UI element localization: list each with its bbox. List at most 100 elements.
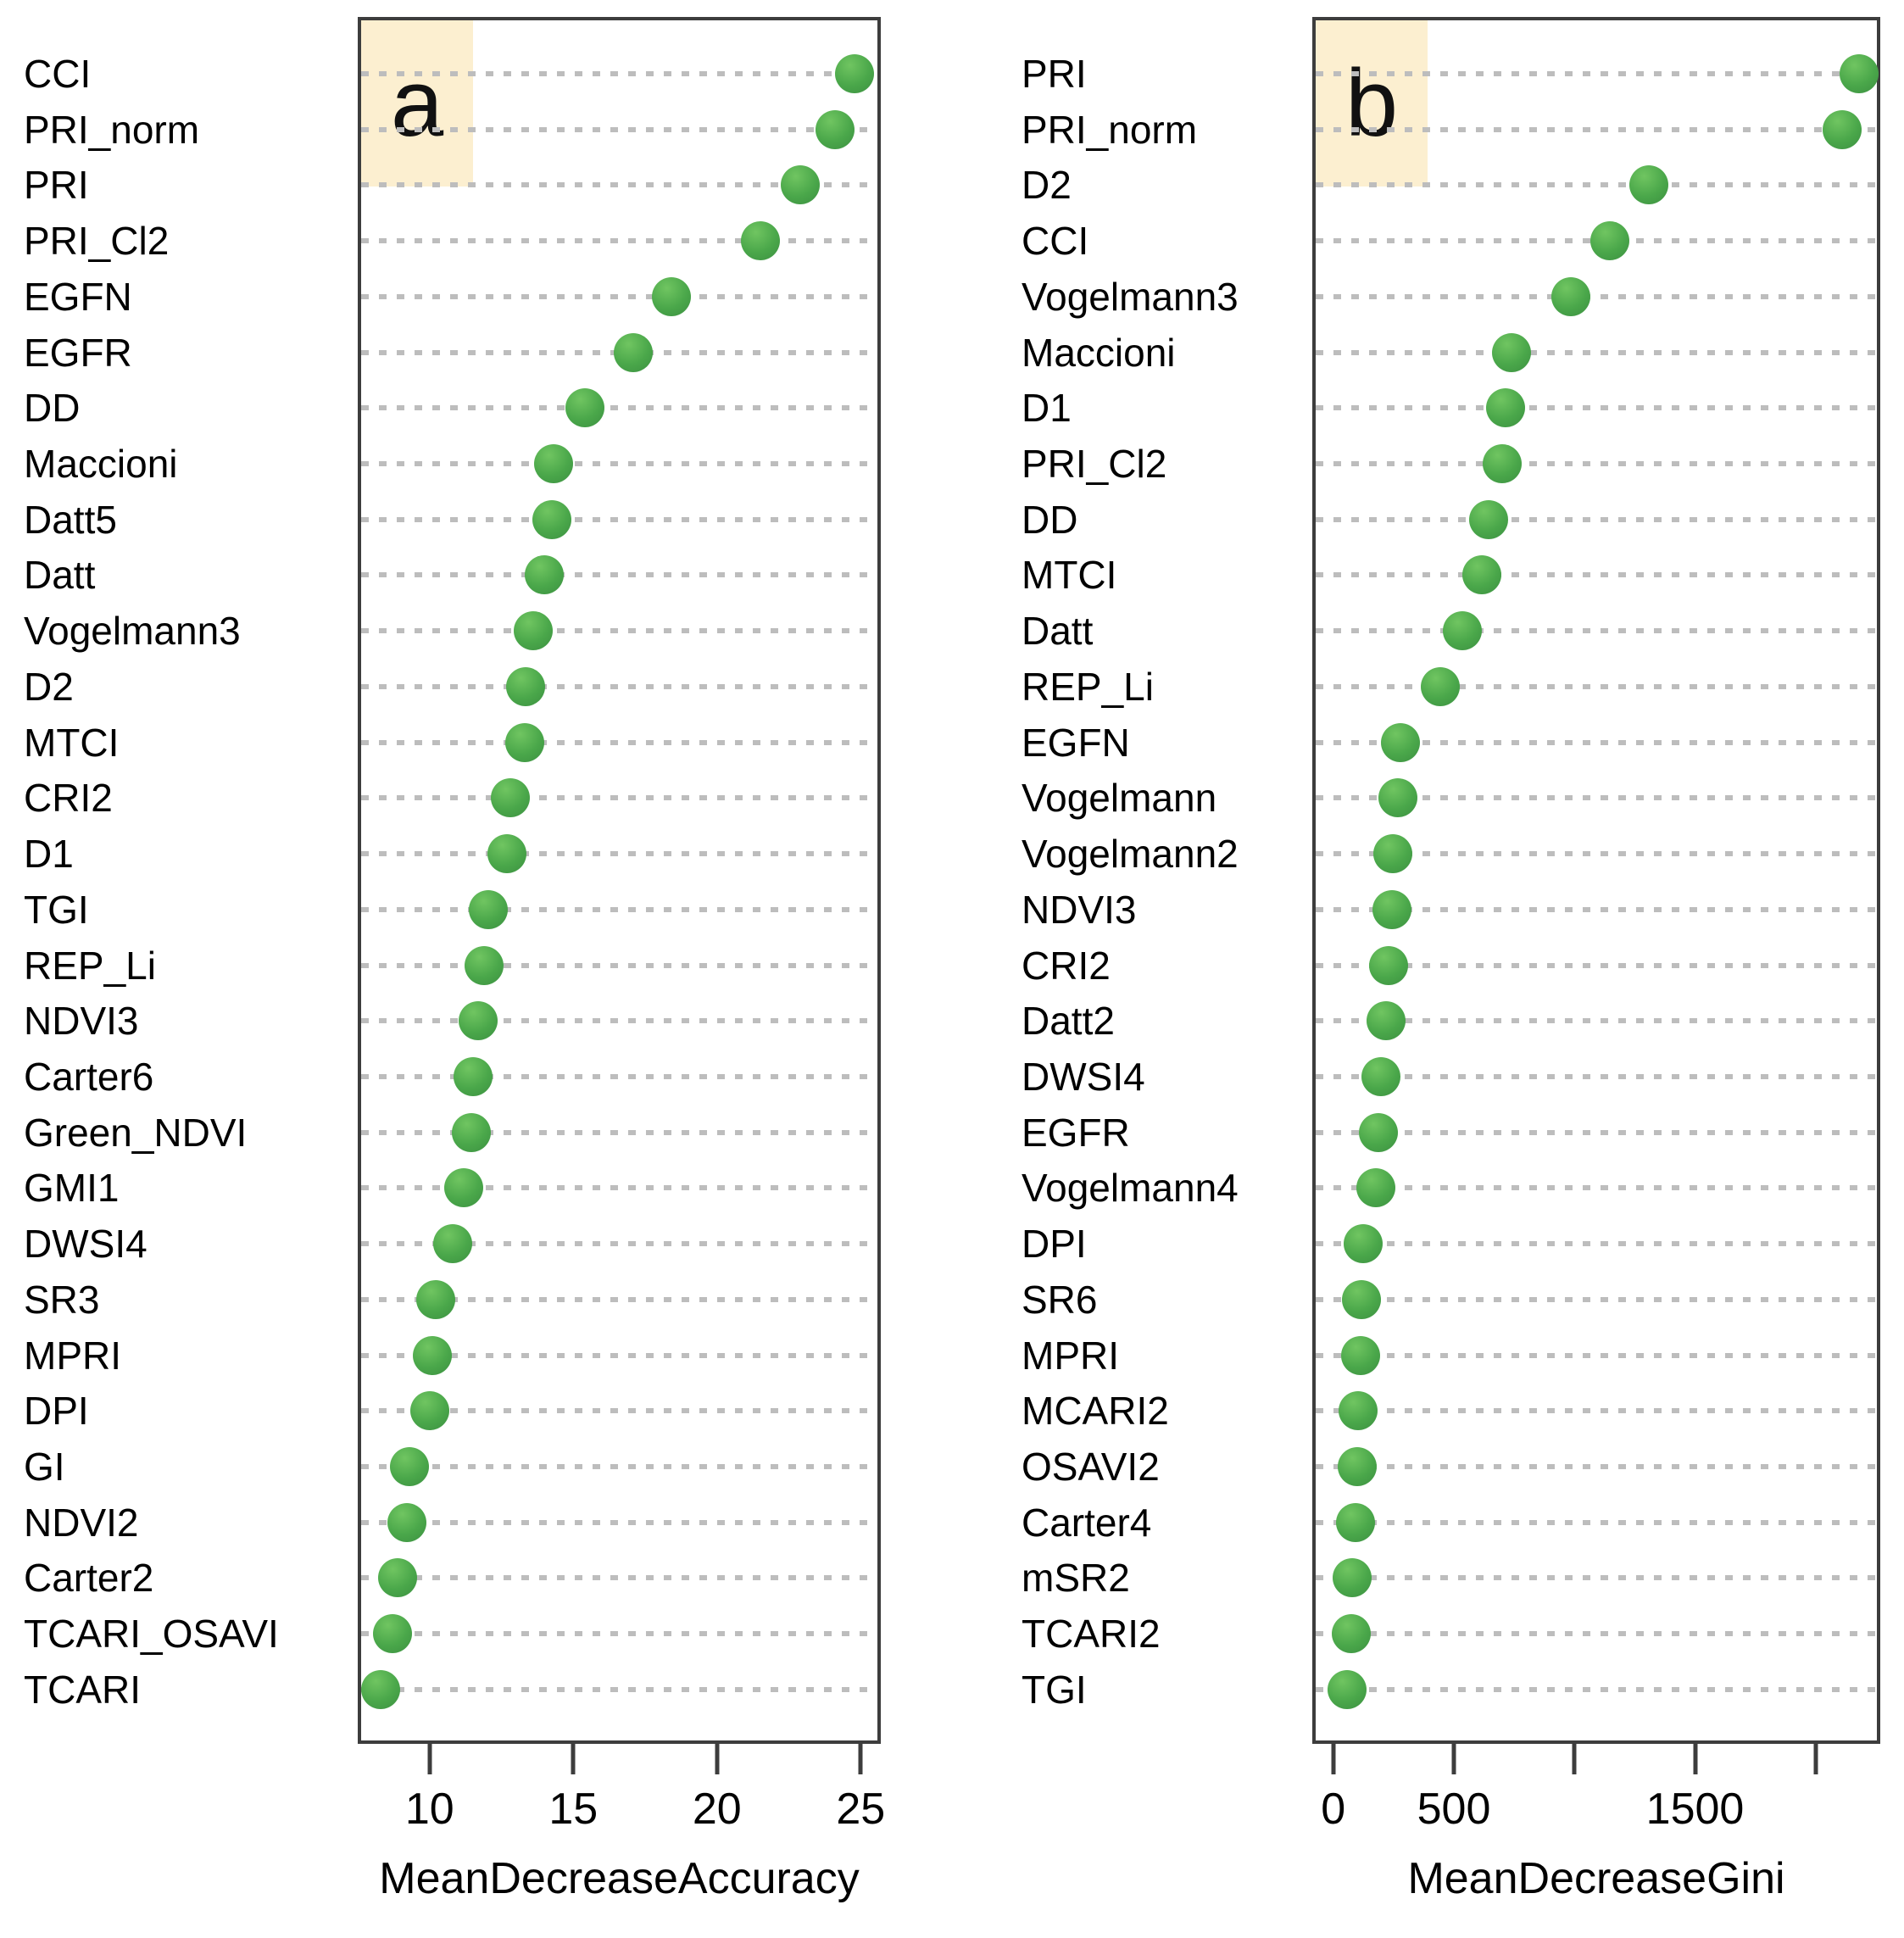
data-point-dot (1629, 165, 1669, 205)
gridline (361, 795, 877, 801)
gridline (361, 1408, 877, 1414)
category-label: SR6 (1022, 1277, 1098, 1322)
gridline (1316, 572, 1877, 578)
category-label: DD (1022, 497, 1078, 542)
data-point-dot (614, 332, 654, 372)
gridline (361, 238, 877, 244)
category-label: CCI (24, 52, 92, 96)
data-point-dot (1469, 499, 1509, 539)
category-label: TCARI_OSAVI (24, 1612, 279, 1657)
category-label: SR3 (24, 1277, 100, 1322)
data-point-dot (453, 1056, 493, 1096)
gridline (361, 1296, 877, 1302)
category-label: Datt (1022, 609, 1094, 654)
gridline (361, 628, 877, 634)
data-point-dot (1839, 54, 1879, 93)
gridline (1316, 1631, 1877, 1637)
category-label: MTCI (24, 720, 120, 765)
category-label: TGI (24, 887, 89, 932)
data-point-dot (1421, 666, 1461, 706)
data-point-dot (1342, 1279, 1382, 1319)
data-point-dot (815, 109, 855, 149)
x-axis-tick (427, 1744, 432, 1774)
category-label: Vogelmann3 (24, 609, 241, 654)
data-point-dot (1442, 611, 1482, 651)
gridline (1316, 739, 1877, 745)
panel-b-plot-box (1312, 17, 1880, 1744)
gridline (361, 126, 877, 132)
category-label: GI (24, 1445, 65, 1489)
gridline (361, 739, 877, 745)
data-point-dot (1372, 889, 1411, 929)
gridline (1316, 1686, 1877, 1692)
gridline (1316, 516, 1877, 522)
data-point-dot (1332, 1558, 1372, 1598)
category-label: PRI (24, 163, 89, 208)
category-label: CRI2 (24, 776, 113, 821)
gridline (361, 1073, 877, 1079)
data-point-dot (504, 722, 544, 762)
x-axis-tick-label: 1500 (1645, 1785, 1745, 1834)
category-label: Vogelmann (1022, 776, 1217, 821)
gridline (361, 572, 877, 578)
gridline (1316, 683, 1877, 689)
data-point-dot (469, 889, 509, 929)
data-point-dot (1486, 388, 1526, 428)
gridline (1316, 1185, 1877, 1191)
category-label: Datt5 (24, 497, 117, 542)
category-label: DD (24, 386, 81, 431)
data-point-dot (415, 1279, 455, 1319)
data-point-dot (651, 276, 691, 316)
data-point-dot (1331, 1614, 1371, 1654)
data-point-dot (513, 611, 553, 651)
x-axis-tick-label: 25 (836, 1785, 886, 1834)
gridline (1316, 1129, 1877, 1135)
gridline (1316, 1519, 1877, 1525)
gridline (361, 293, 877, 299)
gridline (1316, 1352, 1877, 1358)
category-label: Carter6 (24, 1054, 154, 1099)
data-point-dot (451, 1112, 491, 1152)
data-point-dot (1356, 1168, 1396, 1208)
category-label: EGFN (24, 274, 132, 319)
gridline (1316, 1241, 1877, 1247)
category-label: DWSI4 (24, 1222, 148, 1267)
gridline (1316, 795, 1877, 801)
data-point-dot (390, 1447, 430, 1486)
category-label: DPI (1022, 1222, 1087, 1267)
category-label: MPRI (1022, 1333, 1119, 1378)
gridline (361, 516, 877, 522)
category-label: OSAVI2 (1022, 1445, 1160, 1489)
category-label: Vogelmann4 (1022, 1166, 1239, 1211)
category-label: MCARI2 (1022, 1389, 1169, 1434)
data-point-dot (378, 1558, 418, 1598)
gridline (361, 962, 877, 968)
gridline (1316, 405, 1877, 411)
data-point-dot (740, 221, 780, 261)
category-label: MTCI (1022, 553, 1117, 598)
x-axis-tick (1693, 1744, 1697, 1774)
data-point-dot (1339, 1391, 1378, 1431)
category-label: NDVI3 (24, 999, 139, 1044)
panel-a-axis-title: MeanDecreaseAccuracy (379, 1854, 860, 1903)
gridline (361, 1352, 877, 1358)
gridline (361, 1185, 877, 1191)
gridline (1316, 349, 1877, 355)
data-point-dot (487, 834, 527, 874)
data-point-dot (565, 388, 604, 428)
category-label: D1 (24, 832, 74, 877)
gridline (1316, 1018, 1877, 1024)
x-axis-tick (1451, 1744, 1456, 1774)
category-label: Datt2 (1022, 999, 1115, 1044)
panel-a-plot-box (358, 17, 881, 1744)
data-point-dot (1328, 1669, 1367, 1709)
category-label: PRI_Cl2 (24, 219, 170, 264)
category-label: EGFR (1022, 1110, 1130, 1155)
category-label: Green_NDVI (24, 1110, 248, 1155)
panel-b-axis-title: MeanDecreaseGini (1407, 1854, 1785, 1903)
gridline (361, 1575, 877, 1581)
gridline (1316, 628, 1877, 634)
data-point-dot (1369, 945, 1409, 985)
data-point-dot (1589, 221, 1629, 261)
